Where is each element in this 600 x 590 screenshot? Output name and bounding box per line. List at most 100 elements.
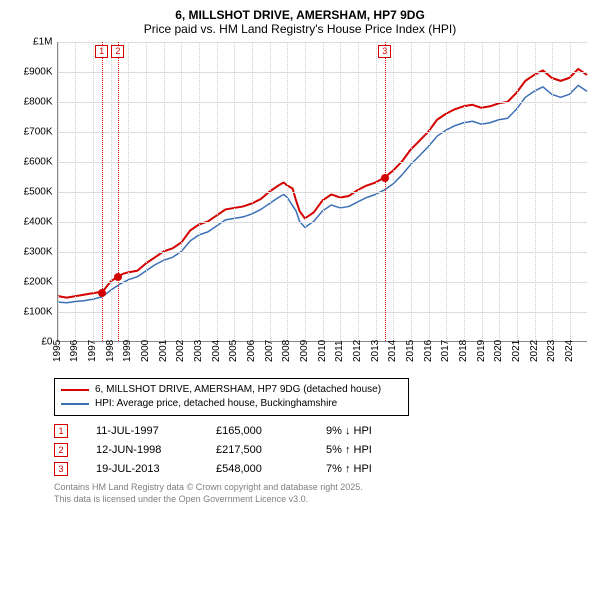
gridline-v [58, 42, 59, 341]
sale-date: 19-JUL-2013 [96, 463, 216, 475]
x-tick-label: 2006 [246, 340, 257, 362]
legend-swatch [61, 403, 89, 405]
legend-item: HPI: Average price, detached house, Buck… [61, 397, 402, 411]
y-tick-label: £1M [33, 37, 52, 48]
x-tick-label: 2013 [370, 340, 381, 362]
x-tick-label: 2022 [529, 340, 540, 362]
x-tick-label: 2017 [440, 340, 451, 362]
footer-line: This data is licensed under the Open Gov… [54, 493, 590, 505]
x-tick-label: 2012 [352, 340, 363, 362]
x-tick-label: 2015 [405, 340, 416, 362]
sale-number-box: 3 [54, 462, 68, 476]
x-tick-label: 2024 [564, 340, 575, 362]
sale-row: 212-JUN-1998£217,5005% ↑ HPI [54, 443, 590, 457]
legend-label: HPI: Average price, detached house, Buck… [95, 397, 337, 411]
gridline-v [464, 42, 465, 341]
legend-box: 6, MILLSHOT DRIVE, AMERSHAM, HP7 9DG (de… [54, 378, 409, 416]
sale-dot [114, 273, 122, 281]
x-tick-label: 2011 [334, 340, 345, 362]
gridline-v [164, 42, 165, 341]
x-tick-label: 2014 [387, 340, 398, 362]
gridline-v [358, 42, 359, 341]
y-tick-label: £0 [41, 337, 52, 348]
x-tick-label: 2003 [193, 340, 204, 362]
x-axis: 1995199619971998199920002001200220032004… [57, 344, 587, 374]
gridline-v [570, 42, 571, 341]
gridline-v [111, 42, 112, 341]
x-tick-label: 2019 [476, 340, 487, 362]
footer: Contains HM Land Registry data © Crown c… [54, 481, 590, 505]
gridline-v [411, 42, 412, 341]
gridline-v [376, 42, 377, 341]
sale-row: 319-JUL-2013£548,0007% ↑ HPI [54, 462, 590, 476]
chart-subtitle: Price paid vs. HM Land Registry's House … [10, 22, 590, 36]
sale-marker-line [385, 42, 386, 341]
x-tick-label: 1996 [69, 340, 80, 362]
sale-row: 111-JUL-1997£165,0009% ↓ HPI [54, 424, 590, 438]
gridline-v [305, 42, 306, 341]
gridline-v [234, 42, 235, 341]
x-tick-label: 2020 [493, 340, 504, 362]
x-tick-label: 2018 [458, 340, 469, 362]
chart-container: 6, MILLSHOT DRIVE, AMERSHAM, HP7 9DG Pri… [0, 0, 600, 505]
y-tick-label: £300K [24, 247, 53, 258]
gridline-v [75, 42, 76, 341]
y-axis: £0£100K£200K£300K£400K£500K£600K£700K£80… [13, 42, 57, 342]
x-tick-label: 1999 [122, 340, 133, 362]
sale-dot [98, 289, 106, 297]
x-tick-label: 2008 [281, 340, 292, 362]
gridline-v [340, 42, 341, 341]
sales-table: 111-JUL-1997£165,0009% ↓ HPI 212-JUN-1998… [54, 424, 590, 476]
y-tick-label: £400K [24, 217, 53, 228]
x-tick-label: 2002 [175, 340, 186, 362]
gridline-v [287, 42, 288, 341]
legend-item: 6, MILLSHOT DRIVE, AMERSHAM, HP7 9DG (de… [61, 383, 402, 397]
x-tick-label: 2007 [264, 340, 275, 362]
sale-marker-box: 2 [111, 45, 124, 58]
x-tick-label: 2016 [423, 340, 434, 362]
chart-title: 6, MILLSHOT DRIVE, AMERSHAM, HP7 9DG [10, 8, 590, 22]
x-tick-label: 1995 [52, 340, 63, 362]
gridline-v [517, 42, 518, 341]
gridline-v [128, 42, 129, 341]
gridline-v [217, 42, 218, 341]
gridline-v [482, 42, 483, 341]
legend-swatch [61, 389, 89, 391]
x-tick-label: 2010 [317, 340, 328, 362]
y-tick-label: £600K [24, 157, 53, 168]
gridline-v [535, 42, 536, 341]
y-tick-label: £100K [24, 307, 53, 318]
sale-marker-line [118, 42, 119, 341]
legend-label: 6, MILLSHOT DRIVE, AMERSHAM, HP7 9DG (de… [95, 383, 381, 397]
chart-area: £0£100K£200K£300K£400K£500K£600K£700K£80… [13, 42, 588, 372]
gridline-v [552, 42, 553, 341]
sale-price: £217,500 [216, 444, 326, 456]
sale-number-box: 2 [54, 443, 68, 457]
gridline-v [429, 42, 430, 341]
gridline-v [446, 42, 447, 341]
gridline-v [181, 42, 182, 341]
x-tick-label: 2023 [546, 340, 557, 362]
sale-marker-box: 1 [95, 45, 108, 58]
y-tick-label: £500K [24, 187, 53, 198]
x-tick-label: 2009 [299, 340, 310, 362]
x-tick-label: 2000 [140, 340, 151, 362]
y-tick-label: £800K [24, 97, 53, 108]
gridline-v [323, 42, 324, 341]
sale-price: £165,000 [216, 425, 326, 437]
sale-marker-box: 3 [378, 45, 391, 58]
x-tick-label: 2021 [511, 340, 522, 362]
gridline-v [393, 42, 394, 341]
gridline-v [93, 42, 94, 341]
gridline-v [270, 42, 271, 341]
x-tick-label: 2001 [158, 340, 169, 362]
sale-diff: 5% ↑ HPI [326, 444, 372, 456]
sale-number-box: 1 [54, 424, 68, 438]
gridline-v [252, 42, 253, 341]
sale-dot [381, 174, 389, 182]
sale-price: £548,000 [216, 463, 326, 475]
x-tick-label: 2004 [211, 340, 222, 362]
y-tick-label: £200K [24, 277, 53, 288]
x-tick-label: 1997 [87, 340, 98, 362]
sale-diff: 9% ↓ HPI [326, 425, 372, 437]
